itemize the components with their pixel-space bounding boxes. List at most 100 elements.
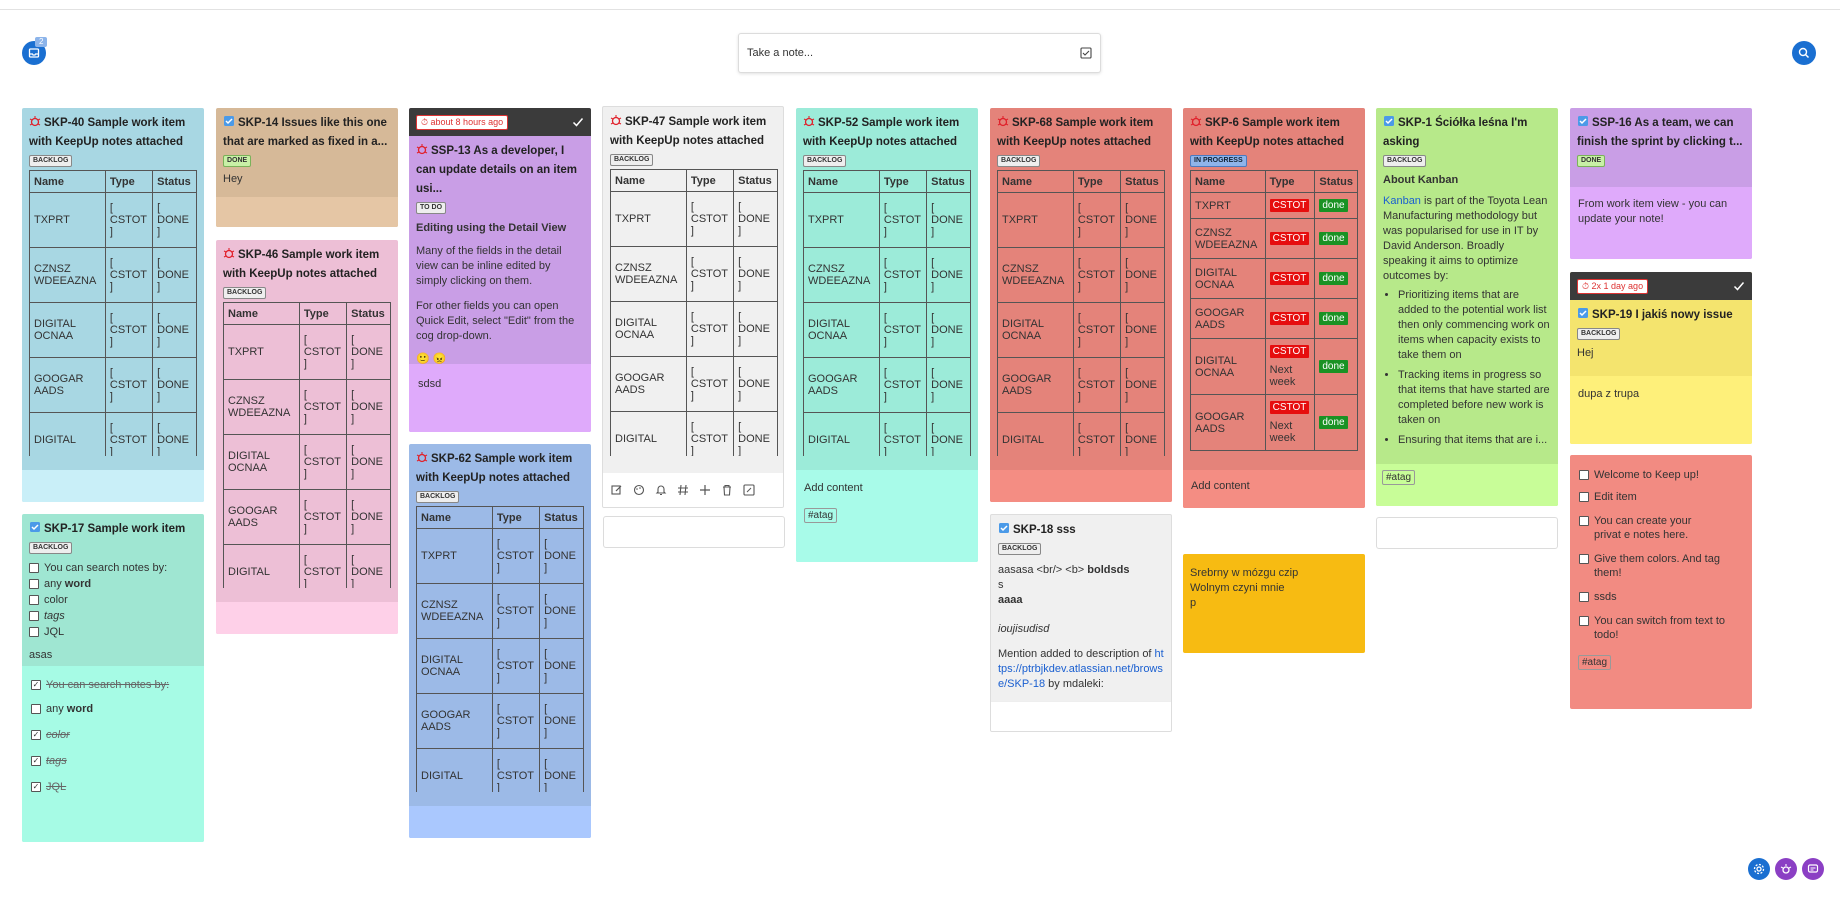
checkbox[interactable]: ✓ — [31, 680, 41, 690]
card-title[interactable]: SKP-6 Sample work item with KeepUp notes… — [1190, 116, 1344, 148]
note-card-yellow[interactable]: Srebrny w mózgu czip Wolnym czyni mnie p — [1183, 554, 1365, 653]
checklist-icon[interactable] — [1080, 47, 1092, 59]
search-button[interactable] — [1792, 41, 1816, 65]
note-card-ssp13[interactable]: ⏱ about 8 hours ago SSP-13 As a develope… — [409, 108, 591, 432]
todo-item[interactable]: ssds — [1570, 585, 1752, 609]
checkbox[interactable] — [1579, 492, 1589, 502]
card-title[interactable]: SSP-13 As a developer, I can update deta… — [416, 144, 578, 195]
note-area[interactable] — [990, 470, 1172, 502]
card-title[interactable]: SKP-1 Ściółka leśna I'm asking — [1383, 116, 1528, 148]
hashtag-icon[interactable] — [677, 484, 689, 496]
take-note-input[interactable]: Take a note... — [738, 33, 1101, 73]
checkbox[interactable] — [29, 627, 39, 637]
checkbox[interactable] — [1579, 616, 1589, 626]
card-title[interactable]: SKP-17 Sample work item — [22, 514, 204, 539]
checklist-item[interactable]: color — [22, 593, 204, 609]
note-area[interactable]: Add content — [1183, 470, 1365, 508]
checkbox[interactable] — [1579, 592, 1589, 602]
checkbox[interactable] — [1579, 470, 1589, 480]
expand-icon[interactable] — [743, 484, 755, 496]
check-icon[interactable] — [572, 116, 584, 128]
note-area[interactable]: From work item view - you can update you… — [1570, 187, 1752, 259]
card-title[interactable]: SKP-62 Sample work item with KeepUp note… — [416, 452, 573, 484]
checkbox[interactable] — [29, 611, 39, 621]
card-title[interactable]: SKP-40 Sample work item with KeepUp note… — [29, 116, 186, 148]
bug-report-button[interactable] — [1775, 858, 1797, 880]
feedback-button[interactable] — [1802, 858, 1824, 880]
edit-icon[interactable] — [611, 484, 623, 496]
note-card-todo[interactable]: Welcome to Keep up! Edit item You can cr… — [1570, 455, 1752, 709]
note-area[interactable]: #atag — [1376, 464, 1558, 506]
note-card-skp1[interactable]: SKP-1 Ściółka leśna I'm asking BACKLOG A… — [1376, 108, 1558, 506]
tag-chip[interactable]: #atag — [804, 508, 838, 523]
todo-item[interactable]: Welcome to Keep up! — [1570, 465, 1752, 485]
plus-icon[interactable] — [699, 484, 711, 496]
checklist-item[interactable]: tags — [22, 609, 204, 625]
todo-item[interactable]: Edit item — [1570, 485, 1752, 509]
todo-done-item[interactable]: ✓ JQL — [31, 781, 67, 793]
trash-icon[interactable] — [721, 484, 733, 496]
todo-done-item[interactable]: ✓ tags — [31, 755, 67, 767]
checklist-item[interactable]: JQL — [22, 625, 204, 641]
note-card-skp52[interactable]: SKP-52 Sample work item with KeepUp note… — [796, 108, 978, 562]
settings-button[interactable] — [1748, 858, 1770, 880]
add-content-text[interactable]: Add content — [1191, 480, 1250, 492]
note-input[interactable] — [603, 516, 785, 548]
checkbox[interactable]: ✓ — [31, 756, 41, 766]
add-content-text[interactable]: Add content — [804, 482, 863, 494]
note-card-ssp16[interactable]: SSP-16 As a team, we can finish the spri… — [1570, 108, 1752, 259]
checkbox[interactable]: ✓ — [31, 782, 41, 792]
note-area[interactable] — [409, 806, 591, 838]
tag-chip[interactable]: #atag — [1578, 655, 1612, 670]
note-card-skp18[interactable]: SKP-18 sss BACKLOG aasasa <br/> <b> bold… — [990, 514, 1172, 732]
card-title[interactable]: SKP-19 I jakiś nowy issue — [1570, 300, 1752, 325]
reminder-badge[interactable]: ⏱ 2x 1 day ago — [1577, 278, 1649, 294]
card-title[interactable]: SKP-47 Sample work item with KeepUp note… — [610, 115, 767, 147]
check-icon[interactable] — [1733, 280, 1745, 292]
reminder-badge[interactable]: ⏱ about 8 hours ago — [416, 114, 509, 130]
card-title[interactable]: SKP-46 Sample work item with KeepUp note… — [223, 248, 380, 280]
bell-icon[interactable] — [655, 484, 667, 496]
checkbox[interactable] — [29, 563, 39, 573]
palette-icon[interactable] — [633, 484, 645, 496]
card-title[interactable]: SSP-16 As a team, we can finish the spri… — [1577, 116, 1743, 148]
note-area[interactable]: ✓ You can search notes by: any word ✓ colo… — [22, 666, 204, 842]
note-input[interactable] — [1376, 517, 1558, 549]
kanban-link[interactable]: Kanban — [1383, 195, 1421, 207]
checkbox[interactable]: ✓ — [31, 730, 41, 740]
tag-chip[interactable]: #atag — [1382, 470, 1416, 485]
note-card-skp47[interactable]: SKP-47 Sample work item with KeepUp note… — [602, 106, 784, 508]
note-area[interactable] — [216, 197, 398, 227]
checkbox[interactable] — [31, 704, 41, 714]
checklist-item[interactable]: You can search notes by: — [22, 559, 204, 577]
note-card-skp6[interactable]: SKP-6 Sample work item with KeepUp notes… — [1183, 108, 1365, 508]
note-card-skp19[interactable]: ⏱ 2x 1 day ago SKP-19 I jakiś nowy issue… — [1570, 272, 1752, 444]
note-area[interactable] — [22, 470, 204, 502]
note-card-skp14[interactable]: SKP-14 Issues like this one that are mar… — [216, 108, 398, 227]
note-card-skp17[interactable]: SKP-17 Sample work item BACKLOG You can … — [22, 514, 204, 842]
todo-item[interactable]: Give them colors. And tag them! — [1570, 547, 1752, 585]
checkbox[interactable] — [1579, 516, 1589, 526]
note-card-skp62[interactable]: SKP-62 Sample work item with KeepUp note… — [409, 444, 591, 838]
card-title[interactable]: SKP-14 Issues like this one that are mar… — [223, 116, 388, 148]
note-card-skp40[interactable]: SKP-40 Sample work item with KeepUp note… — [22, 108, 204, 502]
card-title[interactable]: SKP-52 Sample work item with KeepUp note… — [803, 116, 960, 148]
note-area[interactable] — [216, 602, 398, 634]
todo-done-item[interactable]: ✓ color — [31, 729, 70, 741]
note-area[interactable]: dupa z trupa — [1570, 376, 1752, 444]
note-card-skp68[interactable]: SKP-68 Sample work item with KeepUp note… — [990, 108, 1172, 502]
note-area[interactable]: sdsd — [409, 364, 591, 432]
checklist-item[interactable]: any word — [22, 577, 204, 593]
checkbox[interactable] — [1579, 554, 1589, 564]
todo-item[interactable]: You can switch from text to todo! — [1570, 609, 1752, 647]
checkbox[interactable] — [29, 579, 39, 589]
checkbox[interactable] — [29, 595, 39, 605]
card-title[interactable]: SKP-18 sss — [991, 515, 1171, 540]
note-area[interactable] — [991, 701, 1171, 731]
note-card-skp46[interactable]: SKP-46 Sample work item with KeepUp note… — [216, 240, 398, 634]
note-area[interactable]: Add content #atag — [796, 470, 978, 562]
card-title[interactable]: SKP-68 Sample work item with KeepUp note… — [997, 116, 1154, 148]
todo-item[interactable]: any word — [22, 696, 204, 722]
todo-item[interactable]: You can create your privat e notes here. — [1570, 509, 1752, 547]
todo-done-item[interactable]: ✓ You can search notes by: — [31, 679, 170, 691]
